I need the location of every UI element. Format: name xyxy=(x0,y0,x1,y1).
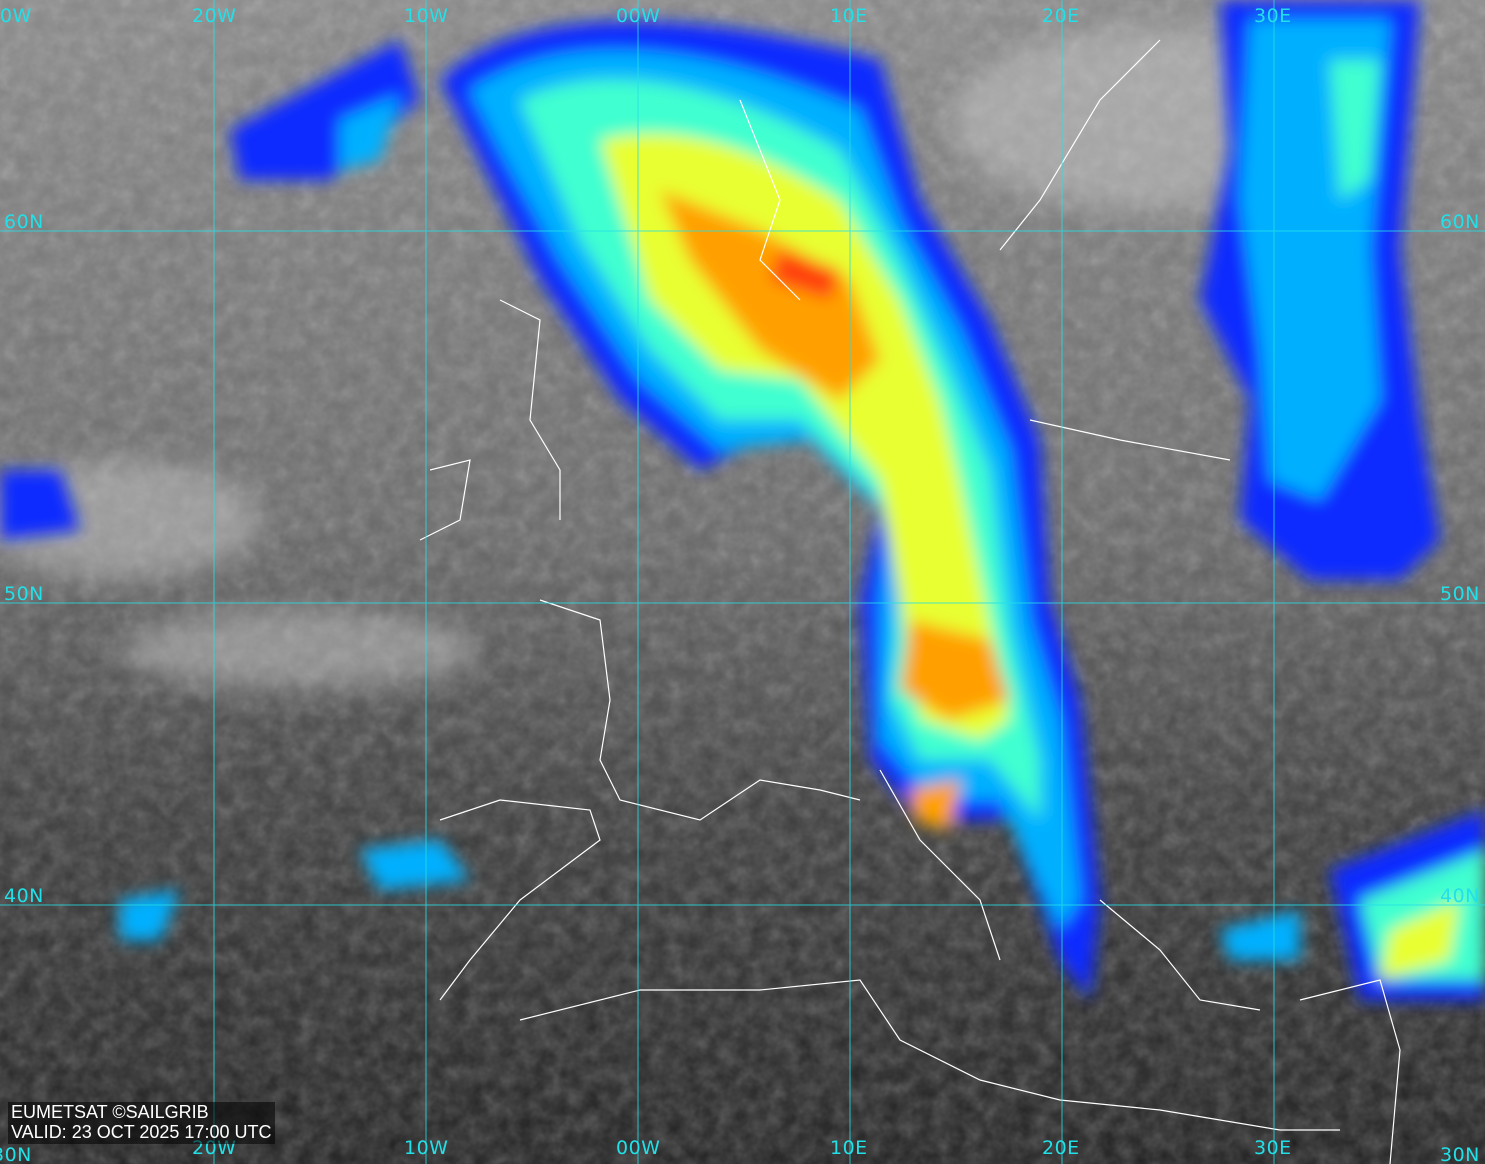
lat-label-left: 60N xyxy=(4,211,44,233)
lat-label-right: 50N xyxy=(1440,583,1480,605)
lat-label-left: 40N xyxy=(4,885,44,907)
lat-label-left: 50N xyxy=(4,583,44,605)
lon-label-top: 30E xyxy=(1254,5,1292,27)
lon-label-top: 00W xyxy=(616,5,661,27)
lon-label-top: 10E xyxy=(830,5,868,27)
lon-label-top: 10W xyxy=(404,5,449,27)
lon-label-bottom: 20E xyxy=(1042,1137,1080,1159)
image-caption: EUMETSAT ©SAILGRIB VALID: 23 OCT 2025 17… xyxy=(8,1102,276,1144)
lon-label-bottom: 10W xyxy=(404,1137,449,1159)
coastlines xyxy=(419,39,1401,1164)
lat-label-left: 30N xyxy=(0,1144,32,1164)
lat-label-right: 60N xyxy=(1440,211,1480,233)
lon-label-top: 0W xyxy=(0,5,32,27)
lon-label-bottom: 00W xyxy=(616,1137,661,1159)
credit-text: EUMETSAT ©SAILGRIB xyxy=(11,1102,209,1122)
valid-time-text: VALID: 23 OCT 2025 17:00 UTC xyxy=(11,1122,272,1142)
lat-label-right: 30N xyxy=(1440,1144,1480,1164)
lat-label-right: 40N xyxy=(1440,885,1480,907)
lon-label-top: 20W xyxy=(192,5,237,27)
lon-label-bottom: 30E xyxy=(1254,1137,1292,1159)
lon-label-top: 20E xyxy=(1042,5,1080,27)
lon-label-bottom: 10E xyxy=(830,1137,868,1159)
